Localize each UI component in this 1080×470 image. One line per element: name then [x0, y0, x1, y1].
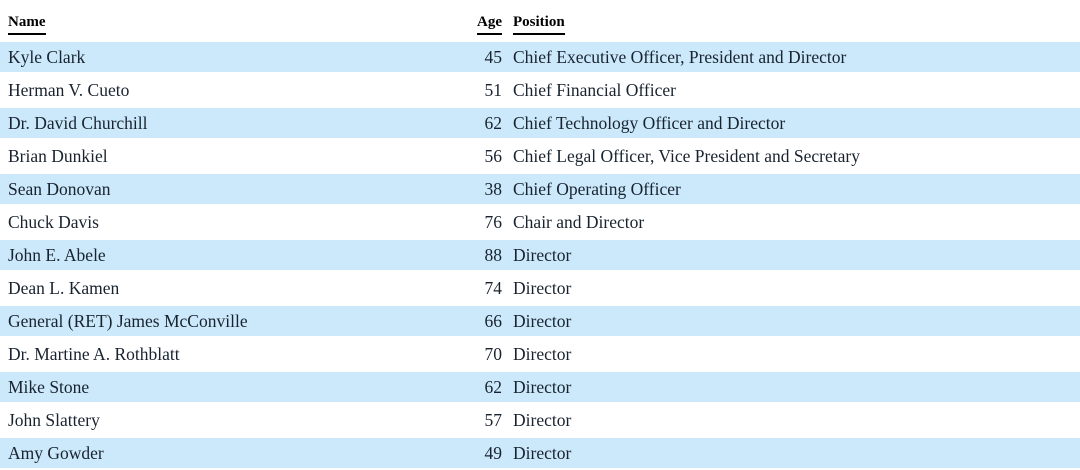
cell-position: Director [502, 306, 1080, 339]
cell-position: Director [502, 438, 1080, 470]
table-row: Dean L. Kamen 74 Director [0, 273, 1080, 306]
column-header-position: Position [502, 0, 1080, 42]
cell-age: 51 [476, 75, 502, 108]
cell-position: Director [502, 372, 1080, 405]
table-body: Kyle Clark 45 Chief Executive Officer, P… [0, 42, 1080, 470]
column-header-position-label: Position [513, 14, 565, 35]
table-row: Brian Dunkiel 56 Chief Legal Officer, Vi… [0, 141, 1080, 174]
cell-name: Brian Dunkiel [0, 141, 476, 174]
column-header-name-label: Name [8, 14, 46, 35]
table-row: Amy Gowder 49 Director [0, 438, 1080, 470]
cell-name: Sean Donovan [0, 174, 476, 207]
cell-name: Amy Gowder [0, 438, 476, 470]
table-header: Name Age Position [0, 0, 1080, 42]
cell-name: General (RET) James McConville [0, 306, 476, 339]
cell-position: Chief Legal Officer, Vice President and … [502, 141, 1080, 174]
cell-age: 38 [476, 174, 502, 207]
table-row: John E. Abele 88 Director [0, 240, 1080, 273]
cell-age: 88 [476, 240, 502, 273]
cell-position: Chief Technology Officer and Director [502, 108, 1080, 141]
cell-name: Dr. Martine A. Rothblatt [0, 339, 476, 372]
cell-age: 76 [476, 207, 502, 240]
table-header-row: Name Age Position [0, 0, 1080, 42]
cell-age: 62 [476, 372, 502, 405]
cell-position: Director [502, 240, 1080, 273]
column-header-age: Age [476, 0, 502, 42]
table-row: Mike Stone 62 Director [0, 372, 1080, 405]
cell-name: Herman V. Cueto [0, 75, 476, 108]
table-row: Dr. David Churchill 62 Chief Technology … [0, 108, 1080, 141]
cell-age: 49 [476, 438, 502, 470]
table-row: General (RET) James McConville 66 Direct… [0, 306, 1080, 339]
cell-position: Chief Operating Officer [502, 174, 1080, 207]
cell-age: 74 [476, 273, 502, 306]
cell-age: 62 [476, 108, 502, 141]
cell-age: 56 [476, 141, 502, 174]
cell-position: Director [502, 405, 1080, 438]
cell-name: John Slattery [0, 405, 476, 438]
column-header-age-label: Age [477, 14, 502, 35]
table-row: Kyle Clark 45 Chief Executive Officer, P… [0, 42, 1080, 75]
cell-age: 66 [476, 306, 502, 339]
cell-name: Chuck Davis [0, 207, 476, 240]
cell-name: Dean L. Kamen [0, 273, 476, 306]
cell-position: Director [502, 273, 1080, 306]
table-row: John Slattery 57 Director [0, 405, 1080, 438]
cell-name: John E. Abele [0, 240, 476, 273]
cell-name: Kyle Clark [0, 42, 476, 75]
cell-position: Chief Financial Officer [502, 75, 1080, 108]
table-row: Herman V. Cueto 51 Chief Financial Offic… [0, 75, 1080, 108]
table-row: Dr. Martine A. Rothblatt 70 Director [0, 339, 1080, 372]
cell-age: 70 [476, 339, 502, 372]
table-row: Chuck Davis 76 Chair and Director [0, 207, 1080, 240]
cell-position: Chief Executive Officer, President and D… [502, 42, 1080, 75]
cell-name: Mike Stone [0, 372, 476, 405]
column-header-name: Name [0, 0, 476, 42]
cell-age: 45 [476, 42, 502, 75]
cell-name: Dr. David Churchill [0, 108, 476, 141]
cell-age: 57 [476, 405, 502, 438]
cell-position: Chair and Director [502, 207, 1080, 240]
cell-position: Director [502, 339, 1080, 372]
table-row: Sean Donovan 38 Chief Operating Officer [0, 174, 1080, 207]
